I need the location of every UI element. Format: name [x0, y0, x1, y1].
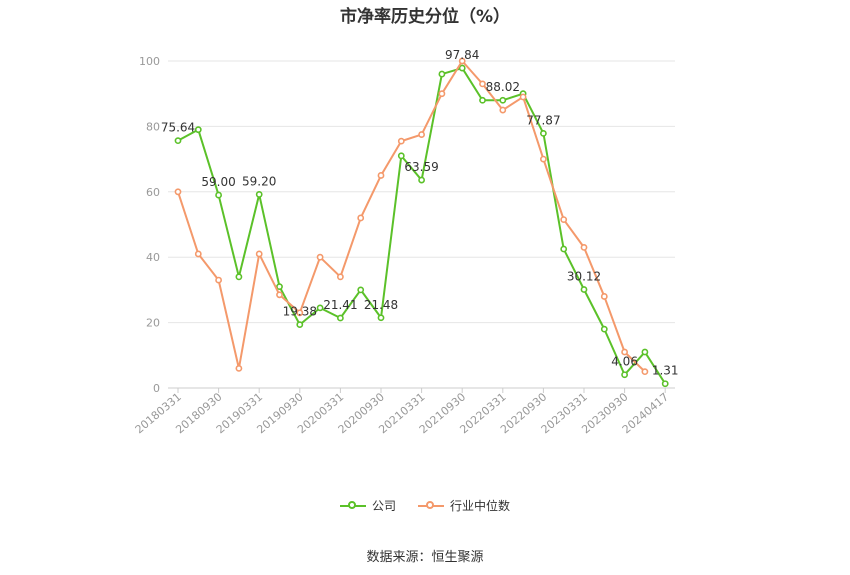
series-1-point-13 — [438, 90, 446, 98]
y-tick-label-60: 60 — [146, 186, 160, 199]
legend-item-industry-median[interactable]: 行业中位数 — [418, 497, 510, 514]
data-label-6: 19.38 — [283, 305, 317, 319]
data-label-24: 1.31 — [652, 364, 679, 378]
y-tick-label-80: 80 — [146, 120, 160, 133]
series-1-point-15 — [479, 80, 486, 88]
data-label-18: 77.87 — [526, 113, 560, 127]
series-0-point-20 — [580, 286, 588, 293]
axis-layer: 0204060801002018033120180930201903312019… — [133, 55, 675, 436]
series-0-point-5 — [276, 283, 283, 291]
series-1-point-5 — [276, 291, 283, 299]
data-source-note: 数据来源：恒生聚源 — [366, 550, 484, 565]
series-0-point-16 — [499, 96, 507, 104]
line-chart: 0204060801002018033120180930201903312019… — [133, 48, 679, 436]
series-1-point-3 — [235, 364, 243, 372]
series-0-point-21 — [600, 325, 608, 333]
series-1-point-19 — [560, 216, 568, 223]
series-1-point-9 — [357, 214, 365, 222]
y-tick-label-20: 20 — [146, 317, 160, 330]
series-0-point-8 — [336, 314, 344, 322]
series-line-1 — [177, 60, 646, 373]
series-0-point-18 — [540, 129, 547, 137]
series-0-point-19 — [560, 245, 568, 253]
series-0-point-23 — [641, 348, 649, 356]
series-0-point-10 — [377, 314, 385, 322]
series-1-point-7 — [316, 253, 324, 261]
series-1-point-22 — [621, 348, 628, 356]
series-1-point-1 — [194, 250, 202, 258]
series-0-point-9 — [357, 286, 365, 294]
series-0-point-7 — [316, 304, 324, 312]
series-1-point-12 — [418, 131, 425, 138]
data-label-8: 21.41 — [323, 298, 357, 312]
data-label-16: 88.02 — [486, 80, 520, 94]
series-line-0 — [177, 67, 667, 385]
data-label-22: 4.06 — [611, 355, 638, 369]
series-0-point-22 — [621, 371, 628, 379]
series-0-point-4 — [255, 191, 263, 198]
y-tick-label-40: 40 — [146, 251, 160, 264]
series-1-point-8 — [336, 273, 344, 281]
series-1-point-10 — [377, 172, 385, 179]
series-1-point-18 — [540, 155, 547, 163]
series-0-point-14 — [458, 64, 466, 72]
series-1-point-23 — [641, 368, 649, 376]
legend-industry-label: 行业中位数 — [450, 499, 511, 513]
legend: 公司 行业中位数 — [0, 497, 850, 514]
series-1-point-17 — [519, 93, 527, 101]
grid-layer — [168, 60, 675, 324]
series-1-point-0 — [174, 188, 182, 196]
data-label-4: 59.20 — [242, 174, 276, 188]
legend-company-label: 公司 — [371, 499, 396, 513]
data-label-10: 21.48 — [364, 298, 398, 312]
series-0-point-11 — [397, 152, 405, 160]
data-label-14: 97.84 — [445, 48, 479, 62]
series-0-point-12 — [418, 176, 425, 184]
series-1-point-4 — [255, 250, 263, 258]
series-0-point-6 — [296, 321, 304, 329]
series-0-point-3 — [235, 273, 243, 281]
data-label-2: 59.00 — [201, 175, 235, 189]
series-layer — [174, 57, 669, 388]
series-0-point-24 — [661, 380, 669, 388]
legend-company-swatch — [339, 500, 366, 509]
y-tick-label-100: 100 — [139, 55, 160, 68]
series-0-point-1 — [194, 126, 202, 134]
series-1-point-6 — [296, 309, 304, 317]
series-0-point-2 — [215, 191, 222, 199]
data-label-12: 63.59 — [404, 160, 438, 174]
legend-industry-swatch — [418, 500, 444, 509]
series-0-point-0 — [174, 137, 182, 145]
label-layer: 75.64 59.00 59.20 19.38 21.41 21.48 63.59 97.84… — [161, 48, 679, 378]
y-tick-label-0: 0 — [153, 382, 160, 395]
series-1-point-11 — [397, 137, 405, 145]
series-0-point-13 — [438, 70, 446, 78]
series-1-point-16 — [499, 106, 507, 114]
data-label-20: 30.12 — [567, 270, 601, 284]
series-1-point-2 — [215, 276, 222, 284]
chart-title: 市净率历史分位（%） — [339, 7, 511, 27]
series-1-point-14 — [458, 57, 466, 65]
series-1-point-20 — [580, 243, 588, 251]
series-0-point-15 — [479, 96, 486, 104]
series-1-point-21 — [600, 293, 608, 300]
data-label-0: 75.64 — [161, 121, 195, 135]
legend-item-company[interactable]: 公司 — [339, 497, 396, 514]
